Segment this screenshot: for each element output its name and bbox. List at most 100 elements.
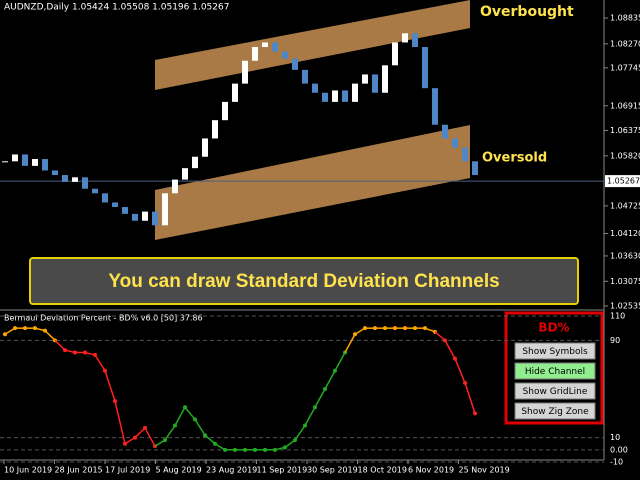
- candle: [232, 83, 238, 102]
- candle: [222, 101, 228, 121]
- panel-button[interactable]: [514, 342, 596, 360]
- candle: [172, 179, 178, 194]
- indicator-segment: [304, 406, 316, 426]
- candle: [22, 154, 28, 166]
- candle: [242, 60, 248, 84]
- indicator-tick-label: 110: [610, 312, 625, 321]
- price-tick-label: 1.02535: [610, 302, 640, 311]
- panel-button-label[interactable]: Hide Channel: [525, 367, 585, 377]
- candle: [32, 159, 38, 166]
- indicator-segment: [294, 425, 306, 441]
- upper-channel: [155, 0, 470, 90]
- candle: [112, 202, 118, 208]
- indicator-segment: [444, 339, 456, 359]
- panel-title: BD%: [538, 321, 569, 335]
- date-label: 11 Sep 2019: [257, 466, 308, 475]
- candle: [462, 147, 468, 162]
- indicator-segment: [144, 427, 156, 447]
- indicator-dot: [473, 411, 477, 416]
- current-price-label: 1.05267: [607, 177, 640, 186]
- candle: [162, 193, 168, 226]
- symbol: AUDNZD,Daily: [4, 3, 70, 13]
- date-label: 23 Aug 2019: [206, 466, 257, 475]
- price-tick-label: 1.04120: [610, 229, 640, 238]
- date-label: 30 Sep 2019: [307, 466, 358, 475]
- candle: [322, 92, 328, 102]
- candle: [152, 211, 158, 226]
- candle: [382, 65, 388, 93]
- candle: [452, 138, 458, 148]
- indicator-tick-label: 0.00: [610, 445, 628, 454]
- candle: [182, 168, 188, 180]
- price-tick-label: 1.03075: [610, 277, 640, 286]
- current-price-box: [605, 175, 640, 188]
- candle: [332, 90, 338, 102]
- panel-button[interactable]: [514, 362, 596, 380]
- oversold-label: Oversold: [482, 151, 547, 166]
- candle: [202, 138, 208, 157]
- candle: [72, 177, 78, 182]
- indicator-tick-label: -10: [610, 458, 623, 467]
- indicator-tick-label: 10: [610, 433, 620, 442]
- banner: [29, 257, 579, 305]
- candle: [142, 211, 148, 221]
- indicator-segment: [344, 333, 356, 353]
- candle: [292, 58, 298, 70]
- date-label: 5 Aug 2019: [156, 466, 202, 475]
- candle: [392, 42, 398, 66]
- indicator-segment: [54, 339, 66, 351]
- candle: [12, 154, 18, 162]
- price-tick-label: 1.04725: [610, 201, 640, 210]
- candle: [212, 120, 218, 139]
- indicator-tick-label: 90: [610, 336, 620, 345]
- panel-button[interactable]: [514, 402, 596, 420]
- ohlc: 1.05424 1.05508 1.05196 1.05267: [72, 3, 229, 13]
- candle: [472, 161, 478, 176]
- candle: [402, 33, 408, 43]
- candle: [372, 74, 378, 93]
- indicator-segment: [134, 427, 146, 439]
- indicator-segment: [174, 406, 186, 426]
- candle: [412, 33, 418, 48]
- banner-text: You can draw Standard Deviation Channels: [108, 271, 499, 292]
- date-label: 25 Nov 2019: [459, 466, 510, 475]
- indicator-segment: [44, 330, 56, 341]
- panel-button-label[interactable]: Show Zig Zone: [521, 407, 589, 417]
- candle: [302, 69, 308, 84]
- panel-button-label[interactable]: Show GridLine: [523, 387, 588, 397]
- candle: [252, 47, 258, 61]
- indicator-segment: [94, 354, 106, 372]
- price-tick-label: 1.07745: [610, 63, 640, 72]
- candle: [122, 207, 128, 214]
- candle: [312, 83, 318, 93]
- candle: [352, 83, 358, 102]
- candle: [272, 42, 278, 52]
- date-label: 6 Nov 2019: [408, 466, 454, 475]
- indicator-segment: [194, 419, 206, 436]
- indicator-segment: [324, 370, 336, 390]
- candle: [2, 161, 8, 163]
- indicator-segment: [314, 388, 326, 408]
- overbought-label: Overbought: [480, 4, 574, 20]
- price-tick-label: 1.08270: [610, 39, 640, 48]
- indicator-segment: [284, 439, 296, 449]
- candle: [92, 188, 98, 194]
- panel-button[interactable]: [514, 382, 596, 400]
- indicator-title: Bermaui Deviation Percent - BD% v6.0 [50…: [4, 314, 203, 323]
- price-tick-label: 1.03630: [610, 251, 640, 260]
- indicator-segment: [104, 370, 116, 402]
- panel-button-label[interactable]: Show Symbols: [522, 347, 588, 357]
- date-label: 28 Jun 2015: [55, 466, 103, 475]
- candle: [282, 51, 288, 59]
- candle: [102, 193, 108, 203]
- candle: [42, 159, 48, 171]
- candle: [52, 170, 58, 176]
- candle: [132, 213, 138, 221]
- indicator-segment: [464, 382, 476, 414]
- indicator-segment: [434, 331, 446, 341]
- candle: [432, 88, 438, 125]
- candle: [82, 177, 88, 189]
- price-tick-label: 1.06915: [610, 101, 640, 110]
